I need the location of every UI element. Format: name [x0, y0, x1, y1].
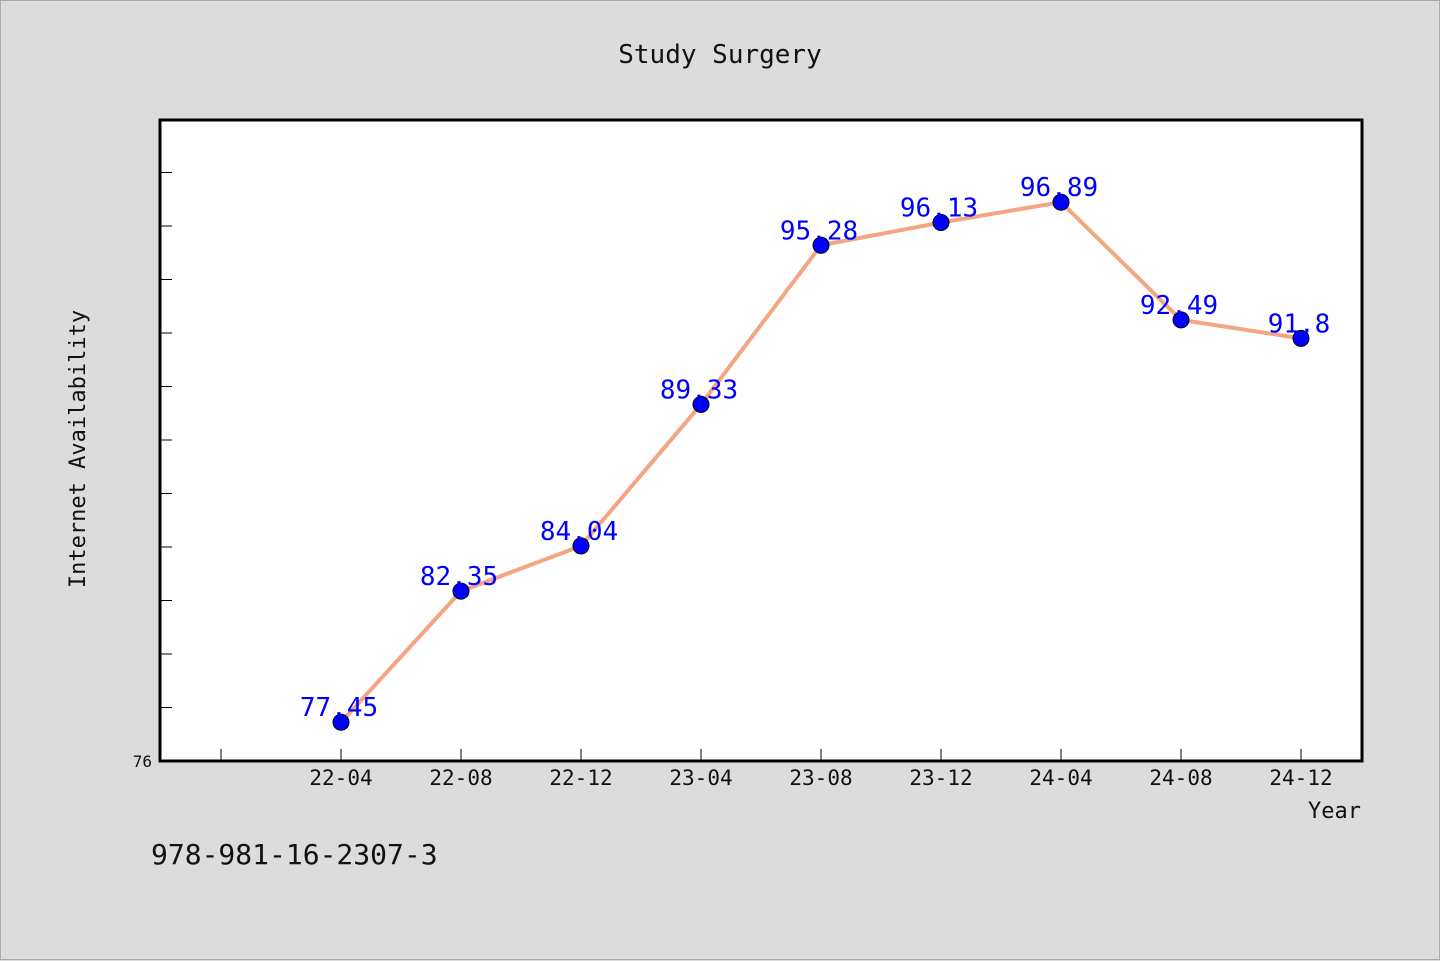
footer-isbn: 978-981-16-2307-3 [151, 838, 438, 871]
series-line: 77.45 82.35 84.04 89.33 95.28 96.13 96.89 92.49… [300, 173, 1331, 731]
x-tick-label: 22-08 [429, 766, 492, 790]
x-tick-label: 22-12 [549, 766, 612, 790]
data-point-marker [452, 582, 470, 600]
data-label: 96.13 [900, 194, 978, 224]
x-tick-label: 24-12 [1269, 766, 1332, 790]
x-tick-label: 23-04 [669, 766, 732, 790]
x-tick-label: 24-08 [1149, 766, 1212, 790]
x-axis-label: Year [1308, 799, 1361, 824]
y-min-tick-label: 76 [133, 752, 152, 771]
y-axis-ticks [160, 172, 172, 762]
data-point-marker [332, 713, 350, 731]
x-tick-label: 23-08 [789, 766, 852, 790]
data-label: 92.49 [1140, 291, 1218, 321]
data-point-marker [1052, 193, 1070, 211]
data-point-marker [932, 214, 950, 232]
x-axis-ticks: 22-04 22-08 22-12 23-04 23-08 23-12 24-04 24-08… [220, 749, 1333, 790]
x-tick-label: 23-12 [909, 766, 972, 790]
chart-title: Study Surgery [618, 40, 822, 70]
data-point-marker [692, 395, 710, 413]
data-label: 82.35 [420, 562, 498, 592]
data-label: 91.8 [1268, 309, 1331, 339]
x-tick-label: 24-04 [1029, 766, 1092, 790]
data-label: 95.28 [780, 216, 858, 246]
data-point-marker [1292, 329, 1310, 347]
data-point-marker [572, 537, 590, 555]
x-tick-label: 22-04 [309, 766, 372, 790]
data-label: 77.45 [300, 693, 378, 723]
data-label: 84.04 [540, 517, 618, 547]
data-point-marker [1172, 311, 1190, 329]
data-point-marker [812, 236, 830, 254]
y-axis-label: Internet Availability [66, 310, 91, 588]
plot-area [158, 118, 1364, 763]
data-label: 89.33 [660, 375, 738, 405]
data-label: 96.89 [1020, 173, 1098, 203]
